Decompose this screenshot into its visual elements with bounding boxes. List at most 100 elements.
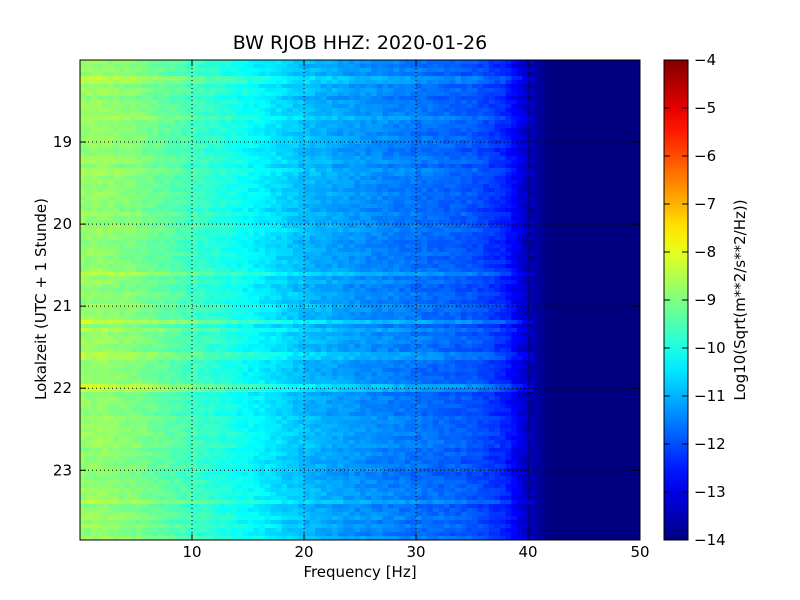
heatmap-cell [488,92,495,97]
heatmap-cell [214,100,221,105]
heatmap-cell [483,200,490,205]
heatmap-cell [505,232,512,237]
heatmap-cell [444,252,451,257]
heatmap-cell [119,148,126,153]
heatmap-cell [533,112,540,117]
heatmap-cell [427,124,434,129]
heatmap-cell [186,76,193,81]
heatmap-cell [192,116,199,121]
heatmap-cell [158,244,165,249]
heatmap-cell [315,152,322,157]
heatmap-cell [371,240,378,245]
heatmap-cell [561,132,568,137]
heatmap-cell [242,92,249,97]
heatmap-cell [449,188,456,193]
heatmap-cell [360,84,367,89]
heatmap-cell [91,84,98,89]
heatmap-cell [628,136,635,141]
heatmap-cell [488,236,495,241]
heatmap-cell [556,156,563,161]
heatmap-cell [382,188,389,193]
heatmap-cell [158,128,165,133]
heatmap-cell [186,184,193,189]
heatmap-cell [595,140,602,145]
heatmap-cell [208,112,215,117]
heatmap-cell [444,172,451,177]
heatmap-cell [427,156,434,161]
heatmap-cell [225,176,232,181]
heatmap-cell [108,252,115,257]
heatmap-cell [287,252,294,257]
heatmap-cell [186,192,193,197]
heatmap-cell [203,60,210,65]
heatmap-cell [634,192,640,197]
heatmap-cell [432,208,439,213]
heatmap-cell [214,96,221,101]
heatmap-cell [572,100,579,105]
heatmap-cell [231,136,238,141]
heatmap-cell [584,220,591,225]
heatmap-cell [584,232,591,237]
heatmap-cell [595,124,602,129]
heatmap-cell [612,196,619,201]
heatmap-cell [494,216,501,221]
heatmap-cell [388,228,395,233]
heatmap-cell [80,164,87,169]
heatmap-cell [220,232,227,237]
heatmap-cell [483,128,490,133]
heatmap-cell [343,100,350,105]
heatmap-cell [606,228,613,233]
heatmap-cell [304,192,311,197]
heatmap-cell [556,232,563,237]
heatmap-cell [606,172,613,177]
heatmap-cell [421,112,428,117]
heatmap-cell [298,172,305,177]
heatmap-cell [91,196,98,201]
heatmap-cell [460,128,467,133]
heatmap-cell [108,80,115,85]
heatmap-cell [388,192,395,197]
heatmap-cell [281,232,288,237]
heatmap-cell [483,76,490,81]
heatmap-cell [617,228,624,233]
heatmap-cell [276,220,283,225]
heatmap-cell [96,160,103,165]
heatmap-cell [600,160,607,165]
heatmap-cell [634,204,640,209]
heatmap-cell [477,160,484,165]
heatmap-cell [404,84,411,89]
heatmap-cell [544,100,551,105]
heatmap-cell [365,112,372,117]
heatmap-cell [276,112,283,117]
heatmap-cell [522,220,529,225]
heatmap-cell [376,232,383,237]
heatmap-cell [522,80,529,85]
heatmap-cell [404,128,411,133]
heatmap-cell [472,228,479,233]
heatmap-cell [449,112,456,117]
heatmap-cell [292,80,299,85]
heatmap-cell [113,120,120,125]
heatmap-cell [113,160,120,165]
heatmap-cell [96,140,103,145]
heatmap-cell [192,192,199,197]
heatmap-cell [528,112,535,117]
heatmap-cell [393,168,400,173]
heatmap-cell [242,192,249,197]
heatmap-cell [292,116,299,121]
heatmap-cell [494,228,501,233]
heatmap-cell [113,112,120,117]
heatmap-cell [399,128,406,133]
heatmap-cell [259,76,266,81]
heatmap-cell [528,236,535,241]
heatmap-cell [80,244,87,249]
heatmap-cell [141,136,148,141]
heatmap-cell [231,144,238,149]
heatmap-cell [444,64,451,69]
heatmap-cell [264,148,271,153]
heatmap-cell [572,132,579,137]
heatmap-cell [416,68,423,73]
heatmap-cell [214,172,221,177]
heatmap-cell [343,116,350,121]
heatmap-cell [320,64,327,69]
